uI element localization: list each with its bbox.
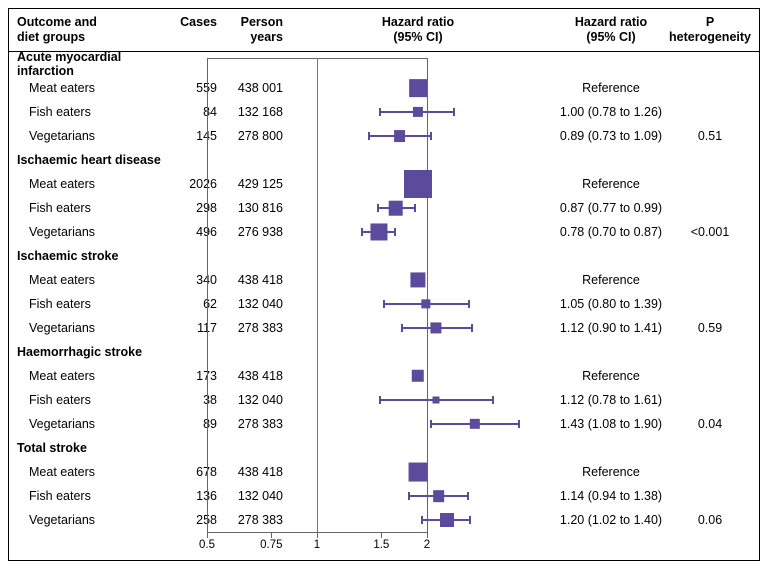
row-label: Vegetarians (17, 129, 165, 143)
row-p-het: 0.59 (669, 321, 751, 335)
row-label: Meat eaters (17, 273, 165, 287)
row-hr-text: Reference (553, 273, 669, 287)
hdr-hr-text: Hazard ratio(95% CI) (553, 15, 669, 45)
tick-label: 1 (314, 539, 320, 551)
point-marker (409, 463, 428, 482)
hdr-outcome: Outcome anddiet groups (17, 15, 165, 45)
plot-frame (182, 52, 452, 532)
group-title: Ischaemic stroke (17, 249, 165, 263)
axis-tick: 0.5 (207, 532, 208, 538)
row-hr-text: Reference (553, 369, 669, 383)
table-body: Acute myocardial infarctionMeat eaters55… (9, 52, 759, 532)
point-marker (421, 299, 430, 308)
point-marker (409, 79, 427, 97)
row-label: Meat eaters (17, 81, 165, 95)
point-marker (440, 513, 454, 527)
header-row: Outcome anddiet groups Cases Personyears… (9, 9, 759, 52)
axis-tick: 1.5 (381, 532, 382, 538)
point-marker (404, 170, 432, 198)
row-hr-text: 1.43 (1.08 to 1.90) (553, 417, 669, 431)
row-p-het: <0.001 (669, 225, 751, 239)
row-label: Vegetarians (17, 417, 165, 431)
point-marker (430, 322, 441, 333)
point-marker (433, 490, 445, 502)
point-marker (389, 201, 404, 216)
row-hr-text: 0.89 (0.73 to 1.09) (553, 129, 669, 143)
tick-label: 0.75 (260, 539, 282, 551)
row-hr-text: 1.12 (0.78 to 1.61) (553, 393, 669, 407)
point-marker (413, 107, 423, 117)
x-axis: 0.5 0.75 1 1.5 2 (9, 532, 759, 560)
row-label: Meat eaters (17, 369, 165, 383)
row-label: Meat eaters (17, 465, 165, 479)
point-marker (394, 130, 406, 142)
row-label: Vegetarians (17, 513, 165, 527)
group-title: Total stroke (17, 441, 165, 455)
point-marker (412, 370, 424, 382)
row-label: Fish eaters (17, 393, 165, 407)
row-hr-text: 0.78 (0.70 to 0.87) (553, 225, 669, 239)
hdr-cases: Cases (165, 15, 217, 30)
row-label: Vegetarians (17, 225, 165, 239)
point-marker (410, 272, 425, 287)
row-label: Meat eaters (17, 177, 165, 191)
row-hr-text: 0.87 (0.77 to 0.99) (553, 201, 669, 215)
tick-label: 2 (424, 539, 430, 551)
row-label: Fish eaters (17, 297, 165, 311)
row-hr-text: Reference (553, 465, 669, 479)
row-hr-text: 1.00 (0.78 to 1.26) (553, 105, 669, 119)
reference-line (317, 58, 318, 532)
row-hr-text: 1.05 (0.80 to 1.39) (553, 297, 669, 311)
row-label: Fish eaters (17, 201, 165, 215)
axis-tick: 1 (317, 532, 318, 538)
point-marker (370, 223, 387, 240)
tick-label: 0.5 (199, 539, 215, 551)
hdr-p-het: Pheterogeneity (669, 15, 751, 45)
hdr-person-years: Personyears (217, 15, 283, 45)
row-label: Fish eaters (17, 105, 165, 119)
row-hr-text: Reference (553, 177, 669, 191)
row-label: Fish eaters (17, 489, 165, 503)
axis-tick: 0.75 (271, 532, 272, 538)
row-hr-text: Reference (553, 81, 669, 95)
point-marker (470, 419, 480, 429)
row-label: Vegetarians (17, 321, 165, 335)
group-title: Haemorrhagic stroke (17, 345, 165, 359)
tick-label: 1.5 (373, 539, 389, 551)
group-title: Acute myocardial infarction (17, 50, 165, 78)
row-p-het: 0.04 (669, 417, 751, 431)
row-p-het: 0.06 (669, 513, 751, 527)
table-row: Vegetarians496276 9380.78 (0.70 to 0.87)… (9, 220, 759, 244)
row-hr-text: 1.20 (1.02 to 1.40) (553, 513, 669, 527)
row-hr-text: 1.14 (0.94 to 1.38) (553, 489, 669, 503)
hdr-hr-plot: Hazard ratio(95% CI) (283, 15, 553, 45)
axis-tick: 2 (427, 532, 428, 538)
row-p-het: 0.51 (669, 129, 751, 143)
row-hr-text: 1.12 (0.90 to 1.41) (553, 321, 669, 335)
forest-plot-table: Outcome anddiet groups Cases Personyears… (8, 8, 760, 561)
group-title: Ischaemic heart disease (17, 153, 165, 167)
point-marker (432, 397, 439, 404)
